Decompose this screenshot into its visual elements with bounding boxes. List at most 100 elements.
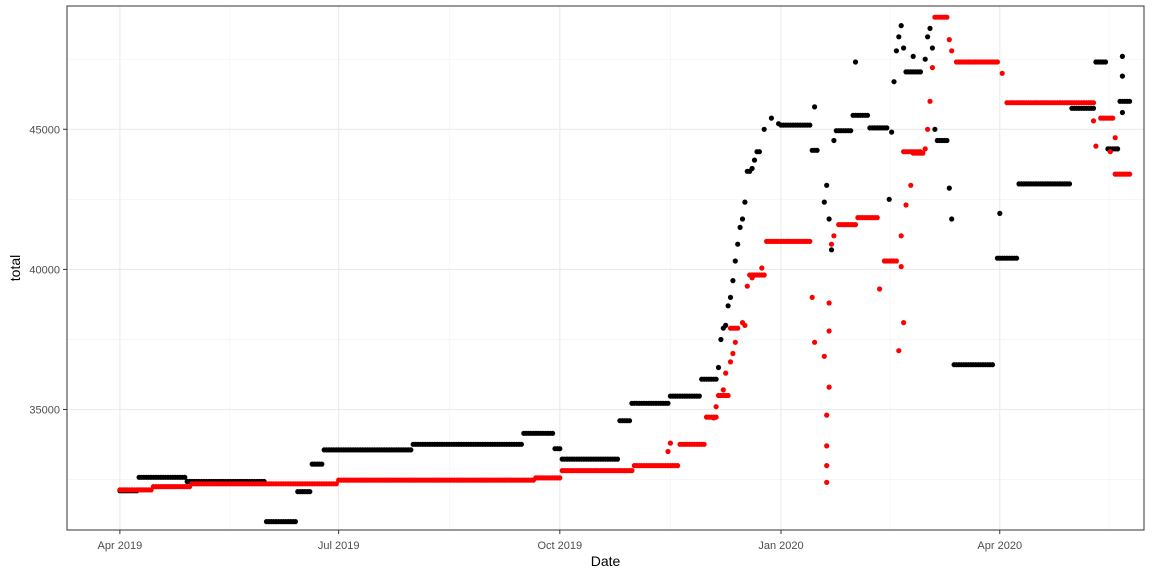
data-point <box>696 393 702 399</box>
data-point <box>1127 98 1133 104</box>
data-point <box>1110 115 1116 121</box>
axis-ticks: Apr 2019 Jul 2019 Oct 2019 Jan 2020 Apr 2020… <box>29 124 1022 552</box>
data-point <box>874 215 880 221</box>
data-point <box>927 98 933 104</box>
data-point <box>893 258 900 264</box>
data-point <box>824 182 830 188</box>
data-point <box>557 446 563 452</box>
data-point <box>715 364 722 371</box>
data-point <box>920 150 926 156</box>
data-point <box>886 196 892 202</box>
data-point <box>1112 135 1118 141</box>
data-point <box>557 475 563 481</box>
data-point <box>1119 53 1125 60</box>
data-point <box>732 339 738 345</box>
data-point <box>826 384 832 390</box>
data-point <box>701 441 707 447</box>
data-point <box>739 216 746 222</box>
data-point <box>932 126 938 132</box>
data-point <box>925 126 931 132</box>
data-point <box>944 14 950 20</box>
plot-border <box>66 5 1145 531</box>
data-point <box>821 353 827 359</box>
data-point <box>949 216 955 222</box>
data-point <box>1090 100 1097 106</box>
data-point <box>749 165 755 172</box>
y-tick-label: 35000 <box>29 405 60 417</box>
plot-panel <box>67 6 1144 530</box>
data-point <box>927 25 933 31</box>
data-point <box>292 519 298 525</box>
data-point <box>626 418 633 424</box>
y-axis-title: total <box>7 255 23 281</box>
data-point <box>744 283 750 289</box>
data-point <box>629 468 635 474</box>
data-point <box>182 474 188 480</box>
data-point <box>756 149 763 155</box>
data-point <box>718 336 724 343</box>
y-tick-label: 45000 <box>29 124 60 136</box>
data-point <box>828 241 835 247</box>
data-point <box>1090 105 1097 111</box>
data-point <box>723 370 729 376</box>
data-point <box>896 348 902 354</box>
data-point <box>1119 73 1125 79</box>
data-point <box>901 45 907 51</box>
data-point <box>946 37 952 43</box>
data-point <box>877 286 883 292</box>
data-point <box>997 210 1003 216</box>
data-point <box>910 53 916 60</box>
data-point <box>614 456 621 462</box>
x-axis-title: Date <box>591 553 621 569</box>
data-point <box>831 137 837 144</box>
data-point <box>776 121 782 127</box>
data-point <box>742 322 748 328</box>
data-point <box>809 294 815 300</box>
data-point <box>1066 181 1073 187</box>
data-point <box>711 415 717 421</box>
data-point <box>824 412 830 418</box>
data-point <box>864 112 871 118</box>
data-point <box>1093 143 1099 149</box>
data-point <box>824 443 830 449</box>
data-point <box>944 137 950 144</box>
data-point <box>893 48 900 54</box>
data-point <box>852 222 859 228</box>
data-point <box>675 463 681 469</box>
x-tick-label: Apr 2019 <box>98 540 143 552</box>
data-point <box>922 146 928 152</box>
data-point <box>1115 146 1121 152</box>
data-point <box>852 59 859 65</box>
data-point <box>908 182 914 188</box>
data-point <box>901 320 907 326</box>
data-point <box>307 489 313 495</box>
y-tick-label: 40000 <box>29 264 60 276</box>
data-point <box>826 216 832 222</box>
data-point <box>824 479 830 485</box>
data-point <box>735 241 741 247</box>
data-point <box>727 359 734 365</box>
x-tick-label: Apr 2020 <box>977 540 1022 552</box>
data-point <box>1119 109 1125 116</box>
data-point <box>946 185 952 191</box>
data-point <box>761 272 767 278</box>
data-point <box>730 278 736 284</box>
data-point <box>319 461 325 467</box>
data-point <box>723 322 729 328</box>
data-point <box>826 300 832 306</box>
data-point <box>761 126 767 132</box>
data-point <box>925 34 931 40</box>
data-points <box>117 14 1133 525</box>
data-point <box>898 233 904 239</box>
data-point <box>725 392 731 399</box>
data-point <box>999 70 1005 76</box>
data-point <box>735 325 741 331</box>
data-point <box>732 258 738 264</box>
data-point <box>1102 59 1109 65</box>
data-point <box>713 404 719 410</box>
data-point <box>917 69 924 75</box>
data-point <box>828 247 835 253</box>
data-point <box>814 147 820 153</box>
data-point <box>949 48 955 54</box>
